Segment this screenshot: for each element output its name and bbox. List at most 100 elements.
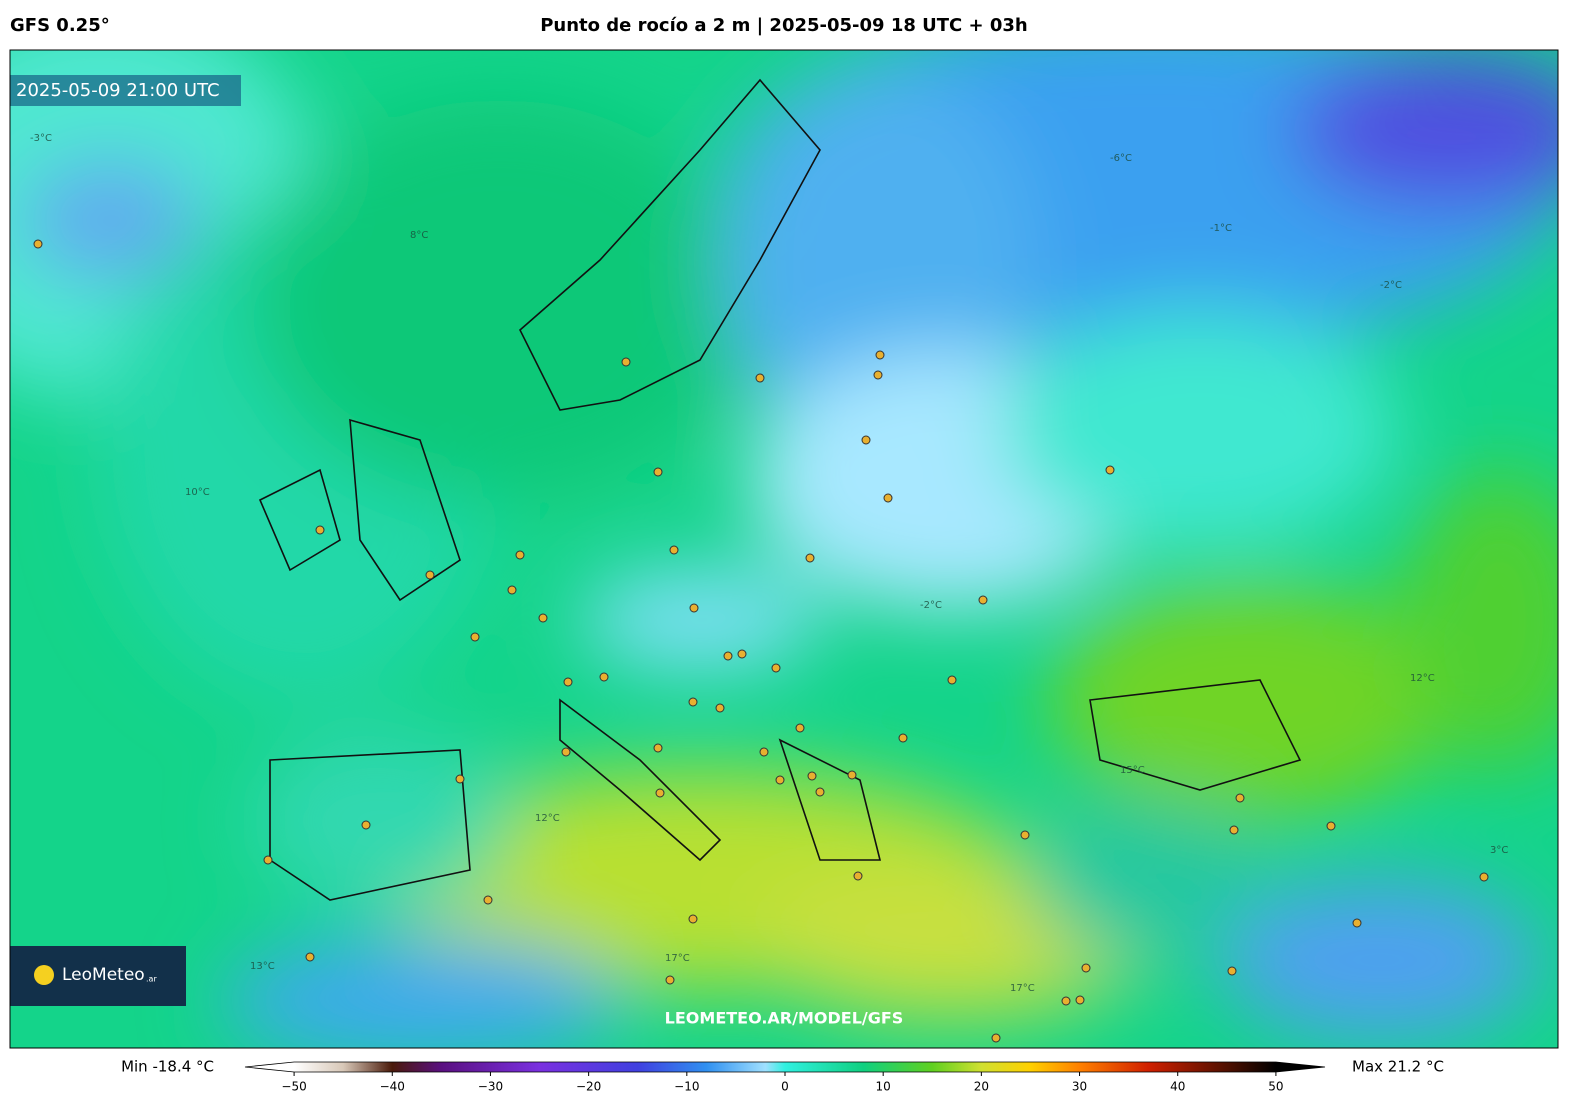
city-marker (805, 553, 815, 563)
colorbar-tick-label: −10 (674, 1080, 699, 1094)
city-marker (688, 697, 698, 707)
contour-label: 10°C (185, 487, 210, 498)
city-marker (315, 525, 325, 535)
contour-label: 12°C (1410, 673, 1435, 684)
city-marker (1326, 821, 1336, 831)
city-marker (653, 743, 663, 753)
city-marker (795, 723, 805, 733)
city-marker (1227, 966, 1237, 976)
contour-label: 13°C (250, 961, 275, 972)
map-frame (9, 49, 1559, 1049)
city-marker (775, 775, 785, 785)
colorbar-tick-label: 20 (974, 1080, 989, 1094)
colorbar: −50 −40 −30 −20 −10 0 10 20 30 40 50 (244, 1061, 1326, 1094)
colorbar-tick-label: −40 (380, 1080, 405, 1094)
timestamp-box (10, 75, 241, 106)
contour-label: -3°C (30, 133, 52, 144)
city-marker (599, 672, 609, 682)
city-marker (723, 651, 733, 661)
contour-label: -2°C (1380, 280, 1402, 291)
city-marker (759, 747, 769, 757)
city-marker (361, 820, 371, 830)
contour-label: -2°C (920, 600, 942, 611)
city-marker (875, 350, 885, 360)
city-marker (898, 733, 908, 743)
city-marker (1229, 825, 1239, 835)
city-marker (425, 570, 435, 580)
city-marker (455, 774, 465, 784)
contour-label: 12°C (535, 813, 560, 824)
city-marker (807, 771, 817, 781)
field (10, 50, 1558, 1048)
max-label: Max 21.2 °C (1352, 1058, 1444, 1076)
city-marker (1479, 872, 1489, 882)
city-marker (538, 613, 548, 623)
city-marker (1081, 963, 1091, 973)
city-marker (1075, 995, 1085, 1005)
city-marker (715, 703, 725, 713)
city-marker (853, 871, 863, 881)
logo-sun (34, 965, 54, 985)
contour-label: 3°C (1490, 845, 1508, 856)
contour-labels: -3°C -6°C -1°C -2°C -2°C 8°C 10°C 12°C 13°C 15°C 1… (30, 133, 1508, 994)
city-marker (1020, 830, 1030, 840)
city-marker (1352, 918, 1362, 928)
city-marker (771, 663, 781, 673)
city-marker (755, 373, 765, 383)
city-marker (483, 895, 493, 905)
city-marker (1061, 996, 1071, 1006)
city-marker (665, 975, 675, 985)
city-marker (561, 747, 571, 757)
city-marker (861, 435, 871, 445)
colorbar-tick-label: 50 (1268, 1080, 1283, 1094)
contour-label: 8°C (410, 230, 428, 241)
colorbar-tick-label: 30 (1072, 1080, 1087, 1094)
city-marker (947, 675, 957, 685)
city-marker (515, 550, 525, 560)
contour-label: -1°C (1210, 223, 1232, 234)
city-marker (653, 467, 663, 477)
city-marker (655, 788, 665, 798)
colorbar-bar (244, 1061, 1326, 1073)
city-marker (991, 1033, 1001, 1043)
city-marker (563, 677, 573, 687)
city-marker (507, 585, 517, 595)
contour-label: 15°C (1120, 765, 1145, 776)
watermark: LEOMETEO.AR/MODEL/GFS (665, 1009, 904, 1028)
title: Punto de rocío a 2 m | 2025-05-09 18 UTC… (540, 15, 1028, 36)
min-label: Min -18.4 °C (121, 1058, 214, 1076)
city-marker (1105, 465, 1115, 475)
contour-label: 17°C (1010, 983, 1035, 994)
city-marker (669, 545, 679, 555)
city-marker (621, 357, 631, 367)
colorbar-tick-label: 40 (1170, 1080, 1185, 1094)
city-marker (978, 595, 988, 605)
city-marker (305, 952, 315, 962)
city-marker (873, 370, 883, 380)
city-marker (1235, 793, 1245, 803)
city-marker (263, 855, 273, 865)
colorbar-tick-label: 10 (876, 1080, 891, 1094)
city-marker (33, 239, 43, 249)
coastlines (258, 78, 1302, 901)
city-marker (688, 914, 698, 924)
city-marker (815, 787, 825, 797)
colorbar-tick-label: −20 (576, 1080, 601, 1094)
colorbar-tick-label: 0 (781, 1080, 789, 1094)
city-marker (470, 632, 480, 642)
map: -3°C -6°C -1°C -2°C -2°C 8°C 10°C 12°C 13°C 15°C 1… (10, 50, 1558, 1048)
city-marker (737, 649, 747, 659)
contour-label: 17°C (665, 953, 690, 964)
timestamp: 2025-05-09 21:00 UTC (16, 80, 220, 101)
logo-suffix: .ar (146, 975, 157, 984)
city-marker (689, 603, 699, 613)
city-marker (847, 770, 857, 780)
logo: LeoMeteo (62, 965, 145, 985)
model-name: GFS 0.25° (10, 15, 110, 36)
city-marker (883, 493, 893, 503)
colorbar-tick-label: −50 (281, 1080, 306, 1094)
contour-label: -6°C (1110, 153, 1132, 164)
colorbar-tick-label: −30 (478, 1080, 503, 1094)
